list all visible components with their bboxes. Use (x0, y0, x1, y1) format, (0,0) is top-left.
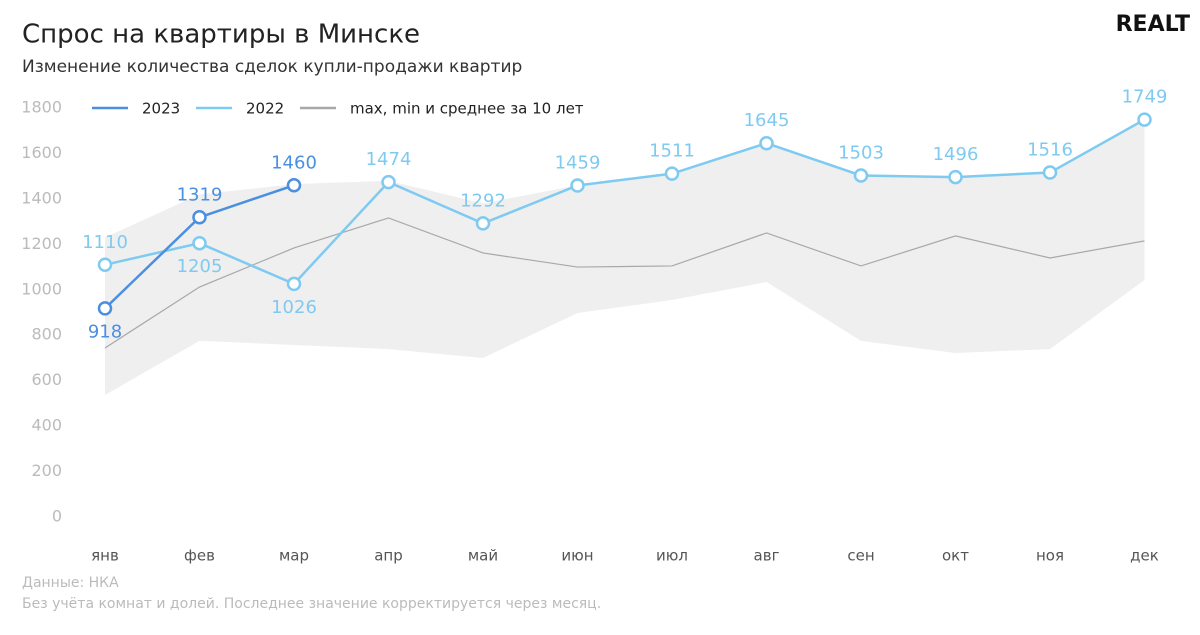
data-label: 1460 (271, 152, 317, 173)
data-label: 1516 (1027, 140, 1073, 161)
x-tick-label: мар (279, 547, 309, 565)
chart-title: Спрос на квартиры в Минске (22, 20, 420, 50)
series-line (104, 118, 1146, 286)
x-tick-label: июн (561, 547, 593, 565)
y-tick-label: 0 (52, 507, 62, 526)
y-tick-label: 600 (31, 370, 62, 389)
note: Без учёта комнат и долей. Последнее знач… (22, 596, 601, 612)
x-tick-label: окт (942, 547, 969, 565)
x-tick-label: янв (91, 547, 119, 565)
data-label: 1503 (838, 142, 884, 163)
x-tick-label: авг (754, 547, 780, 565)
data-label: 1319 (177, 184, 223, 205)
y-tick-label: 1600 (21, 143, 62, 162)
point (286, 178, 302, 193)
point (97, 257, 113, 273)
legend-label: 2023 (142, 100, 180, 118)
x-tick-label: май (468, 547, 498, 565)
note: Данные: НКА (22, 575, 119, 591)
point (570, 178, 585, 193)
point (853, 168, 869, 183)
x-tick-label: дек (1130, 547, 1159, 565)
point (948, 169, 963, 185)
data-label: 1292 (460, 190, 506, 211)
y-tick-label: 800 (31, 325, 62, 344)
x-tick-label: июл (656, 547, 688, 565)
x-tick-label: ноя (1036, 547, 1064, 565)
data-label: 1749 (1122, 87, 1168, 108)
data-label: 1645 (744, 110, 790, 131)
point (1137, 112, 1152, 127)
point (286, 276, 302, 292)
data-label: 1474 (366, 149, 412, 170)
data-label: 1459 (555, 152, 601, 173)
y-tick-label: 1400 (21, 188, 62, 207)
point (97, 301, 113, 316)
range-band (105, 119, 1145, 395)
point (1042, 165, 1058, 180)
y-tick-label: 200 (31, 461, 62, 480)
point (475, 216, 491, 231)
legend-label: max, min и среднее за 10 лет (350, 100, 584, 118)
point (192, 235, 207, 251)
point (192, 210, 207, 225)
data-label: 1026 (271, 297, 317, 318)
y-tick-label: 1000 (21, 279, 62, 298)
chart-subtitle: Изменение количества сделок купли-продаж… (22, 57, 522, 77)
point (759, 135, 774, 151)
y-tick-label: 400 (31, 416, 62, 435)
y-tick-label: 1200 (21, 234, 62, 253)
x-tick-label: апр (374, 547, 403, 565)
y-tick-label: 1800 (21, 98, 62, 117)
data-label: 1511 (649, 141, 695, 162)
data-label: 1110 (82, 232, 128, 253)
data-label: 918 (88, 321, 122, 342)
data-label: 1205 (177, 256, 223, 277)
legend-label: 2022 (246, 100, 284, 118)
point (664, 166, 680, 181)
logo: REALT (1116, 12, 1190, 37)
x-tick-label: сен (847, 547, 874, 565)
data-label: 1496 (933, 144, 979, 165)
mean-line (104, 217, 1145, 349)
x-tick-label: фев (184, 547, 215, 565)
point (381, 174, 396, 190)
